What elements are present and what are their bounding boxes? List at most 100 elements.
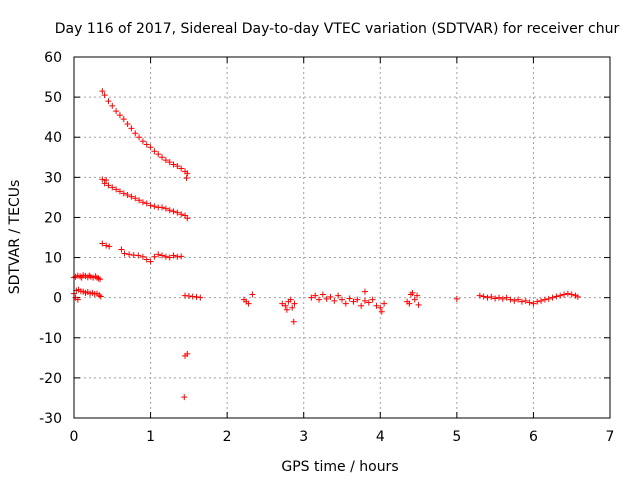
data-point <box>99 240 106 247</box>
data-point <box>170 252 177 259</box>
y-tick-label: 10 <box>44 251 62 267</box>
data-point <box>136 197 143 204</box>
data-point <box>155 151 162 158</box>
data-point <box>120 116 127 123</box>
y-tick-label: 0 <box>53 291 62 307</box>
data-point <box>109 102 116 109</box>
data-point <box>184 350 191 357</box>
data-point <box>406 300 413 307</box>
x-tick-label: 5 <box>452 429 461 445</box>
data-point <box>365 299 372 306</box>
data-point <box>139 199 146 206</box>
data-point <box>282 302 289 309</box>
data-point <box>378 308 385 315</box>
data-point <box>183 175 190 182</box>
data-point <box>557 292 564 299</box>
x-tick-label: 4 <box>376 429 385 445</box>
data-point <box>128 193 135 200</box>
data-series-8 <box>308 288 388 315</box>
data-point <box>518 298 525 305</box>
data-point <box>342 300 349 307</box>
data-point <box>488 293 495 300</box>
data-point <box>507 296 514 303</box>
data-point <box>116 112 123 119</box>
data-point <box>116 188 123 195</box>
y-tick-label: 20 <box>44 210 62 226</box>
data-point <box>103 242 110 249</box>
data-point <box>415 301 422 308</box>
data-point <box>170 161 177 168</box>
data-point <box>139 138 146 145</box>
data-point <box>124 120 131 127</box>
data-point <box>339 296 345 303</box>
x-tick-label: 3 <box>299 429 308 445</box>
data-point <box>97 276 104 283</box>
data-point <box>538 297 545 304</box>
data-point <box>109 184 116 191</box>
data-point <box>568 291 575 298</box>
data-point <box>170 208 177 215</box>
data-point <box>126 251 133 258</box>
data-point <box>166 254 173 261</box>
data-point <box>373 302 380 309</box>
data-point <box>541 296 548 303</box>
data-point <box>358 302 365 309</box>
data-point <box>283 306 290 313</box>
data-point <box>245 300 252 307</box>
data-point <box>545 295 552 302</box>
data-point <box>151 148 158 155</box>
data-point <box>291 300 298 307</box>
data-point <box>354 296 361 303</box>
data-point <box>480 293 487 300</box>
data-point <box>287 296 294 303</box>
data-point <box>522 297 529 304</box>
data-series-4 <box>99 176 191 222</box>
data-point <box>289 304 296 311</box>
data-point <box>120 190 127 197</box>
data-point <box>319 291 326 298</box>
data-series-1 <box>71 272 104 283</box>
data-point <box>174 209 181 216</box>
data-point <box>132 195 139 202</box>
axis-ticks: 0 1 2 3 4 5 6 7 -30 -20 -10 0 10 20 30 40 50 60 <box>39 50 614 445</box>
data-point <box>106 243 113 250</box>
data-point <box>151 203 158 210</box>
y-tick-label: 60 <box>44 50 62 66</box>
data-point <box>361 288 368 295</box>
data-points <box>71 88 581 401</box>
data-point <box>564 290 571 297</box>
grid <box>74 57 610 418</box>
x-tick-label: 0 <box>70 429 79 445</box>
data-point <box>369 296 376 303</box>
data-point <box>499 295 506 302</box>
data-point <box>312 292 319 299</box>
chart-title: Day 116 of 2017, Sidereal Day-to-day VTE… <box>55 21 620 37</box>
data-point <box>178 211 185 218</box>
data-series-2 <box>71 286 104 303</box>
data-point <box>103 177 110 184</box>
data-point <box>495 294 502 301</box>
data-point <box>178 165 185 172</box>
data-point <box>327 293 334 300</box>
data-point <box>331 297 338 304</box>
data-point <box>147 202 154 209</box>
data-point <box>414 292 421 299</box>
data-point <box>162 157 169 164</box>
data-point <box>526 299 533 306</box>
data-point <box>409 289 416 296</box>
data-point <box>105 182 112 189</box>
data-point <box>159 252 166 259</box>
data-point <box>549 294 556 301</box>
data-point <box>553 293 560 300</box>
data-point <box>484 294 491 301</box>
data-point <box>316 296 323 303</box>
y-tick-label: -10 <box>39 331 62 347</box>
data-point <box>197 294 204 301</box>
data-point <box>124 191 131 198</box>
y-tick-label: 50 <box>44 90 62 106</box>
plot-frame <box>73 56 611 419</box>
data-point <box>101 180 108 187</box>
data-point <box>136 134 143 141</box>
data-point <box>97 293 104 300</box>
data-point <box>121 250 128 257</box>
